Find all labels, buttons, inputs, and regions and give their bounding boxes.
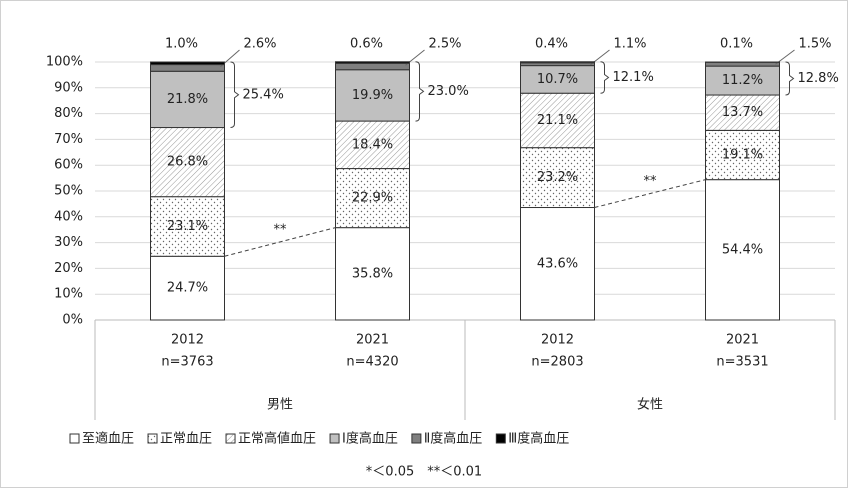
value-label: 26.8% — [167, 155, 208, 170]
value-label: 21.8% — [167, 92, 208, 107]
legend-swatch — [496, 434, 505, 443]
bracket-label: 12.8% — [798, 71, 839, 86]
value-label: 22.9% — [352, 191, 393, 206]
legend-label: Ⅰ度高血圧 — [342, 431, 398, 447]
value-label: 24.7% — [167, 281, 208, 296]
y-tick-label: 20% — [54, 261, 83, 276]
bar-segment — [151, 62, 225, 65]
legend-label: Ⅲ度高血圧 — [508, 431, 569, 447]
value-label: 23.1% — [167, 219, 208, 234]
legend-label: Ⅱ度高血圧 — [424, 431, 482, 447]
y-tick-label: 60% — [54, 158, 83, 173]
group-label: 男性 — [267, 398, 293, 413]
value-label: 21.1% — [537, 113, 578, 128]
y-tick-label: 40% — [54, 209, 83, 224]
x-tick-label: 2021 — [356, 333, 389, 348]
bracket-label: 23.0% — [428, 84, 469, 99]
bar-segment — [336, 62, 410, 64]
value-label: 1.0% — [165, 37, 198, 52]
value-label: 10.7% — [537, 72, 578, 87]
footnote: *＜0.05 **＜0.01 — [366, 465, 482, 480]
sample-size: n=3763 — [161, 355, 213, 370]
sample-size: n=4320 — [346, 355, 398, 370]
value-label: 1.5% — [799, 37, 832, 52]
value-label: 18.4% — [352, 137, 393, 152]
legend-label: 至適血圧 — [82, 431, 134, 447]
bar-segment — [336, 63, 410, 69]
significance-label: ** — [644, 174, 658, 189]
y-tick-label: 100% — [46, 55, 83, 70]
value-label: 11.2% — [722, 73, 763, 88]
y-tick-label: 0% — [62, 313, 83, 328]
sample-size: n=3531 — [716, 355, 768, 370]
y-tick-label: 80% — [54, 106, 83, 121]
value-label: 43.6% — [537, 256, 578, 271]
y-tick-label: 10% — [54, 287, 83, 302]
bar-segment — [706, 62, 780, 66]
significance-label: ** — [274, 222, 288, 237]
legend-swatch — [412, 434, 421, 443]
bracket-label: 25.4% — [243, 87, 284, 102]
legend-label: 正常血圧 — [160, 432, 212, 447]
value-label: 0.4% — [535, 37, 568, 52]
y-tick-label: 30% — [54, 235, 83, 250]
value-label: 2.5% — [429, 37, 462, 52]
legend-swatch — [226, 434, 235, 443]
value-label: 54.4% — [722, 242, 763, 257]
x-tick-label: 2012 — [171, 333, 204, 348]
x-tick-label: 2012 — [541, 333, 574, 348]
value-label: 35.8% — [352, 266, 393, 281]
sample-size: n=2803 — [531, 355, 583, 370]
legend-swatch — [330, 434, 339, 443]
y-tick-label: 90% — [54, 80, 83, 95]
value-label: 19.9% — [352, 88, 393, 103]
value-label: 0.1% — [720, 37, 753, 52]
legend-swatch — [148, 434, 157, 443]
x-tick-label: 2021 — [726, 333, 759, 348]
legend-swatch — [70, 434, 79, 443]
value-label: 0.6% — [350, 37, 383, 52]
value-label: 19.1% — [722, 148, 763, 163]
bar-segment — [521, 62, 595, 63]
value-label: 1.1% — [614, 37, 647, 52]
bracket-label: 12.1% — [613, 70, 654, 85]
y-tick-label: 50% — [54, 184, 83, 199]
y-tick-label: 70% — [54, 132, 83, 147]
legend-label: 正常高値血圧 — [238, 431, 316, 447]
value-label: 13.7% — [722, 105, 763, 120]
value-label: 23.2% — [537, 170, 578, 185]
group-label: 女性 — [637, 397, 663, 413]
bar-segment — [151, 65, 225, 72]
value-label: 2.6% — [244, 37, 277, 52]
